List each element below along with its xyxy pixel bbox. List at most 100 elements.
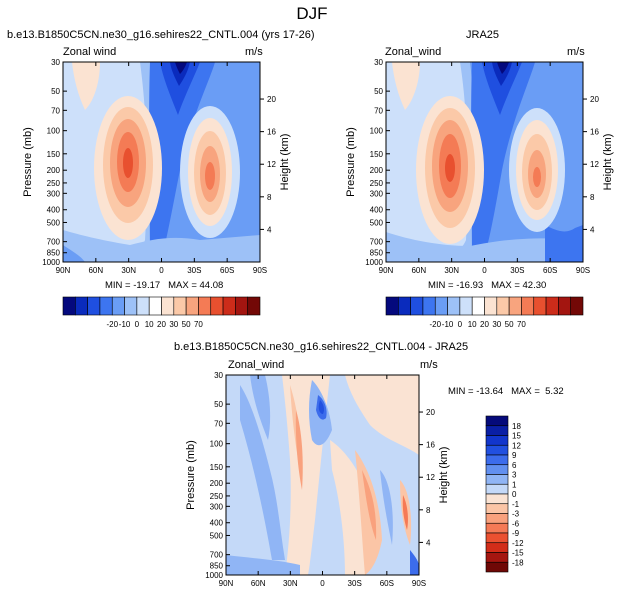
- colorbar1-label: 50: [182, 320, 191, 329]
- panel3-ytick-label: 100: [210, 440, 224, 449]
- panel3-contours: [226, 375, 419, 575]
- colorbar1-swatch: [124, 296, 138, 316]
- colorbar1-swatch: [247, 296, 261, 316]
- panel1-minmax: MIN = -19.17 MAX = 44.08: [105, 280, 224, 291]
- panel1-y2label: Height (km): [279, 134, 291, 191]
- panel2-ytick-label: 100: [370, 127, 384, 136]
- panel2-ytick-label: 850: [370, 249, 384, 258]
- colorbar3-label: -1: [512, 500, 520, 509]
- colorbar2-label: 50: [505, 320, 514, 329]
- colorbar2-swatch: [545, 296, 559, 316]
- colorbar2-swatch: [508, 296, 522, 316]
- colorbar3-swatch: [485, 483, 509, 495]
- panel2-ytick-label: 150: [370, 150, 384, 159]
- colorbar3-swatch: [485, 464, 509, 475]
- panel2-xtick-label: 30N: [444, 266, 459, 275]
- colorbar2-swatch: [570, 296, 584, 316]
- colorbar3-swatch: [485, 503, 509, 514]
- colorbar1-swatch: [210, 296, 224, 316]
- panel2-y2tick-label: 4: [590, 225, 595, 234]
- panel1-variable-label: Zonal wind: [63, 46, 117, 58]
- panel2-units-label: m/s: [567, 46, 585, 58]
- colorbar2-label: -20: [429, 320, 441, 329]
- colorbar1-swatch: [173, 296, 187, 316]
- colorbar3-label: -15: [512, 549, 524, 558]
- panel3-y2label: Height (km): [438, 447, 450, 504]
- colorbar3-label: 6: [512, 461, 517, 470]
- colorbar1-swatch: [75, 296, 88, 316]
- colorbar1-swatch: [99, 296, 113, 316]
- panel1-y2tick-label: 8: [267, 193, 272, 202]
- panel2-ytick-label: 1000: [365, 258, 383, 267]
- panel2-ytick-label: 50: [374, 87, 383, 96]
- colorbar3-label: 0: [512, 490, 517, 499]
- panel2-ytick-label: 250: [370, 179, 384, 188]
- panel2-title: JRA25: [466, 29, 500, 41]
- colorbar2-label: 20: [480, 320, 489, 329]
- panel2-y2tick-label: 12: [590, 160, 599, 169]
- colorbar3-swatch: [485, 552, 509, 563]
- panel3-ytick-label: 400: [210, 519, 224, 528]
- panel1-ytick-label: 300: [47, 189, 61, 198]
- colorbar2-swatch: [459, 296, 473, 316]
- panel3-y2tick-label: 20: [426, 408, 435, 417]
- panel3-minmax: MIN = -13.64 MAX = 5.32: [448, 386, 564, 397]
- panel2-y2tick-label: 8: [590, 193, 595, 202]
- panel2-ylabel: Pressure (mb): [345, 127, 357, 197]
- panel2-y2tick-label: 16: [590, 128, 599, 137]
- panel1-ytick-label: 100: [47, 127, 61, 136]
- colorbar1-swatch: [185, 296, 199, 316]
- panel2-xtick-label: 90S: [576, 266, 590, 275]
- panel1-ylabel: Pressure (mb): [22, 127, 34, 197]
- panel1-ytick-label: 250: [47, 179, 61, 188]
- panel1-xtick-label: 0: [159, 266, 164, 275]
- panel2-ytick-label: 500: [370, 218, 384, 227]
- panel3-ytick-label: 200: [210, 479, 224, 488]
- colorbar3-label: 12: [512, 441, 521, 450]
- panel1-xtick-label: 60N: [88, 266, 103, 275]
- panel2-ytick-label: 300: [370, 189, 384, 198]
- panel1-y2tick-label: 12: [267, 160, 276, 169]
- panel2-minmax: MIN = -16.93 MAX = 42.30: [428, 280, 547, 291]
- colorbar3-label: -9: [512, 529, 520, 538]
- panel2-xtick-label: 60S: [543, 266, 557, 275]
- panel3-ytick-label: 250: [210, 492, 224, 501]
- panel3-ytick-label: 500: [210, 531, 224, 540]
- panel3-y2tick-label: 12: [426, 473, 435, 482]
- colorbar1-swatch: [136, 296, 150, 316]
- panel3-xtick-label: 60S: [380, 579, 394, 588]
- panel1-ytick-label: 400: [47, 206, 61, 215]
- panel1-ytick-label: 70: [51, 106, 60, 115]
- panel3-ytick-label: 300: [210, 502, 224, 511]
- panel2-y2tick-label: 20: [590, 95, 599, 104]
- panel1-ytick-label: 700: [47, 238, 61, 247]
- panel2-xtick-label: 0: [482, 266, 487, 275]
- colorbar2-swatch: [471, 296, 485, 316]
- colorbar1-label: 20: [157, 320, 166, 329]
- panel2-ytick-label: 70: [374, 106, 383, 115]
- panel2-ytick-label: 700: [370, 238, 384, 247]
- panel2-y2label: Height (km): [602, 134, 614, 191]
- colorbar3-label: 9: [512, 451, 517, 460]
- colorbar2-swatch: [434, 296, 448, 316]
- panel1-ytick-label: 30: [51, 58, 60, 67]
- colorbar1-swatch: [161, 296, 175, 316]
- panel3-ytick-label: 70: [214, 419, 223, 428]
- panel1-y2tick-label: 20: [267, 95, 276, 104]
- panel1-xtick-label: 60S: [220, 266, 234, 275]
- colorbar2-swatch: [398, 296, 411, 316]
- panel3-y2tick-label: 8: [426, 506, 431, 515]
- panel1-xtick-label: 30N: [121, 266, 136, 275]
- panel1-ytick-label: 1000: [42, 258, 60, 267]
- colorbar1-swatch: [87, 296, 101, 316]
- colorbar1-swatch: [148, 296, 162, 316]
- colorbar3-swatch: [485, 425, 509, 436]
- panel1-xtick-label: 90N: [56, 266, 71, 275]
- colorbar2-swatch: [521, 296, 535, 316]
- colorbar3-swatch: [485, 542, 509, 553]
- colorbar3-swatch: [485, 522, 509, 534]
- colorbar2-swatch: [385, 296, 399, 316]
- panel1-units-label: m/s: [245, 46, 263, 58]
- panel2-ytick-label: 200: [370, 166, 384, 175]
